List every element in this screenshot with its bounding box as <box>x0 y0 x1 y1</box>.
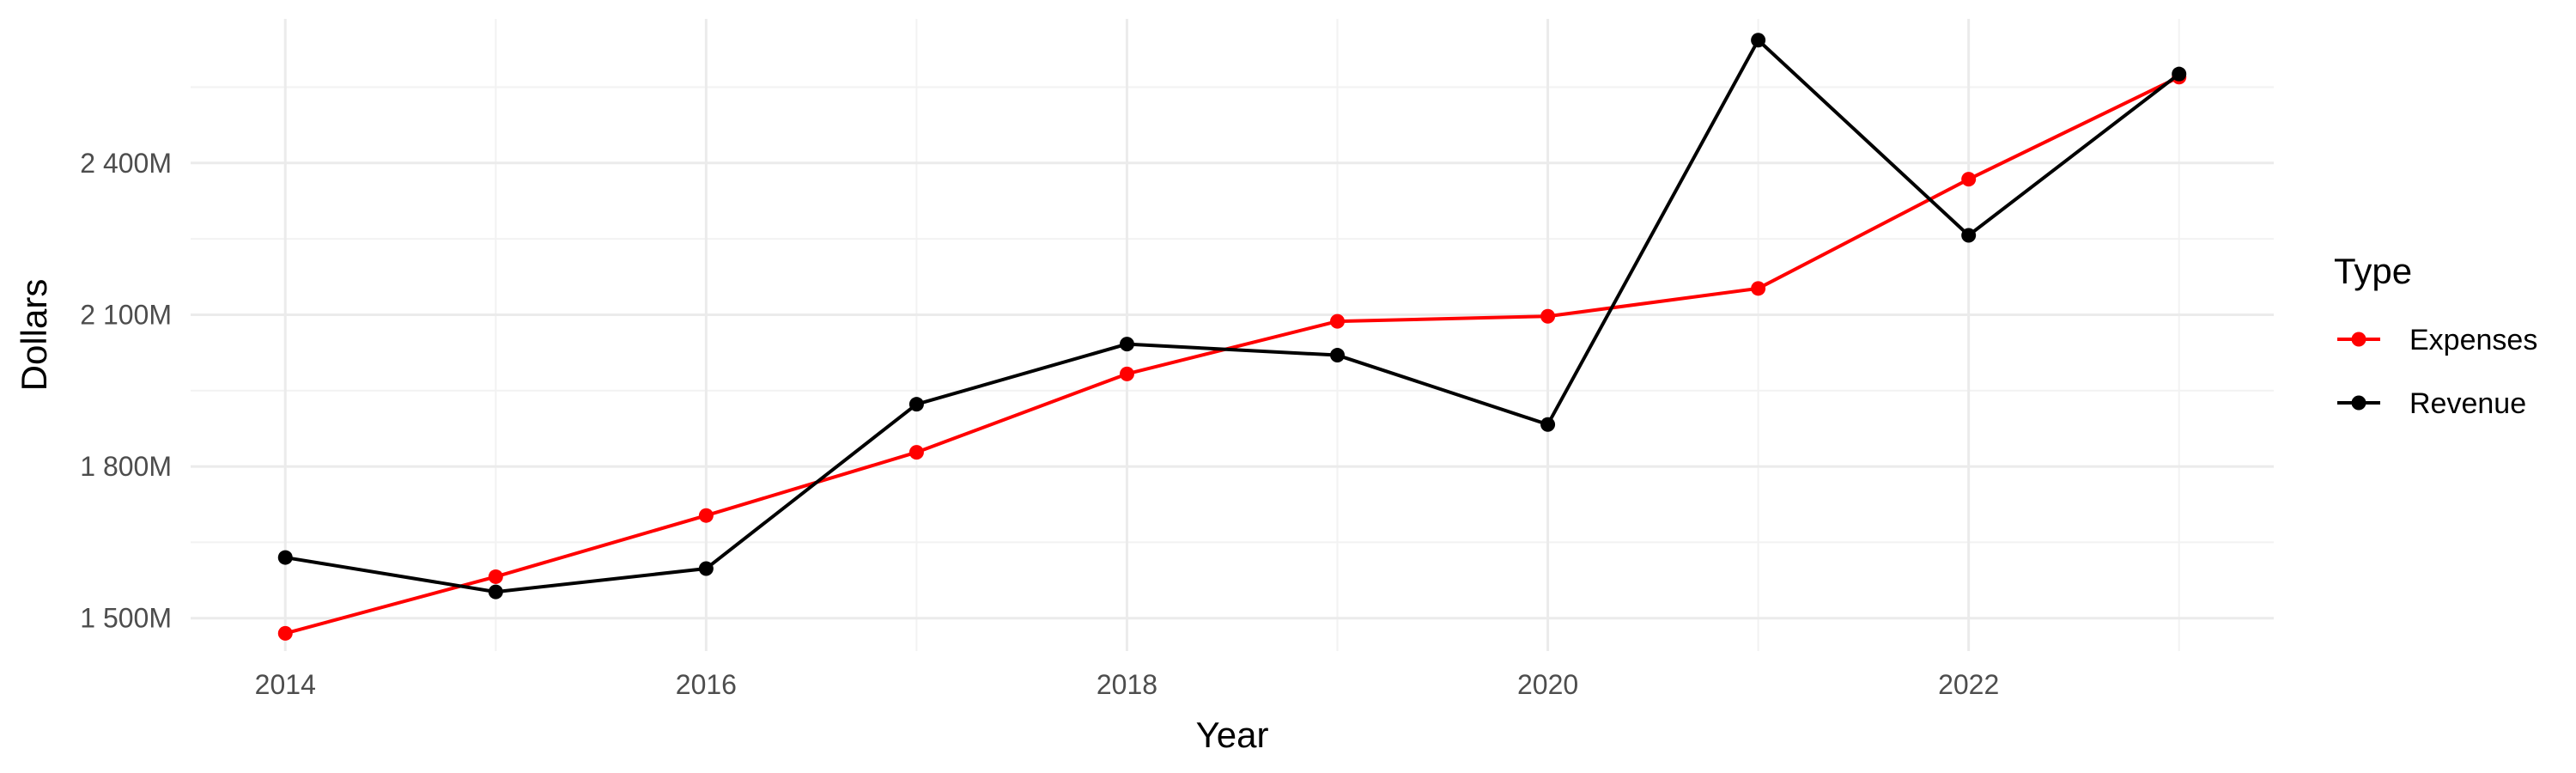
data-point-revenue <box>277 550 293 565</box>
data-point-expenses <box>698 508 714 523</box>
data-point-revenue <box>908 397 924 412</box>
data-point-revenue <box>698 561 714 576</box>
data-point-expenses <box>1540 308 1556 324</box>
legend-label-revenue: Revenue <box>2409 387 2526 420</box>
grid-lines <box>191 19 2274 651</box>
x-tick-label: 2016 <box>676 669 737 700</box>
series-line-expenses <box>284 75 2180 636</box>
legend: Type Expenses Revenue <box>2334 251 2537 420</box>
y-axis-title: Dollars <box>14 279 54 392</box>
data-point-expenses <box>277 625 293 641</box>
y-tick-label: 2 400M <box>80 148 172 179</box>
data-point-expenses <box>908 445 924 460</box>
axes: Year Dollars 2014 2016 2018 2020 2022 1 500M 1… <box>14 148 1999 755</box>
data-point-expenses <box>488 569 503 584</box>
data-point-expenses <box>1330 313 1346 329</box>
x-tick-label: 2018 <box>1097 669 1157 700</box>
data-point-revenue <box>1540 417 1556 432</box>
legend-key-point-revenue <box>2351 395 2366 411</box>
legend-key-point-expenses <box>2351 332 2366 347</box>
x-tick-label: 2020 <box>1517 669 1578 700</box>
x-axis-title: Year <box>1196 715 1269 755</box>
data-point-revenue <box>2172 66 2187 82</box>
series-line-revenue <box>284 38 2180 594</box>
x-tick-label: 2022 <box>1938 669 1999 700</box>
data-point-revenue <box>1751 33 1766 48</box>
data-point-expenses <box>1119 366 1134 381</box>
plot-series <box>277 33 2187 641</box>
y-tick-label: 1 500M <box>80 603 172 634</box>
data-point-expenses <box>1751 281 1766 296</box>
data-point-revenue <box>488 584 503 600</box>
y-tick-label: 1 800M <box>80 451 172 482</box>
x-tick-label: 2014 <box>255 669 316 700</box>
data-point-revenue <box>1330 348 1346 363</box>
y-tick-label: 2 100M <box>80 299 172 330</box>
data-point-revenue <box>1961 228 1977 243</box>
legend-title: Type <box>2334 251 2412 291</box>
legend-label-expenses: Expenses <box>2409 324 2537 356</box>
data-point-expenses <box>1961 172 1977 187</box>
data-point-revenue <box>1119 337 1134 352</box>
